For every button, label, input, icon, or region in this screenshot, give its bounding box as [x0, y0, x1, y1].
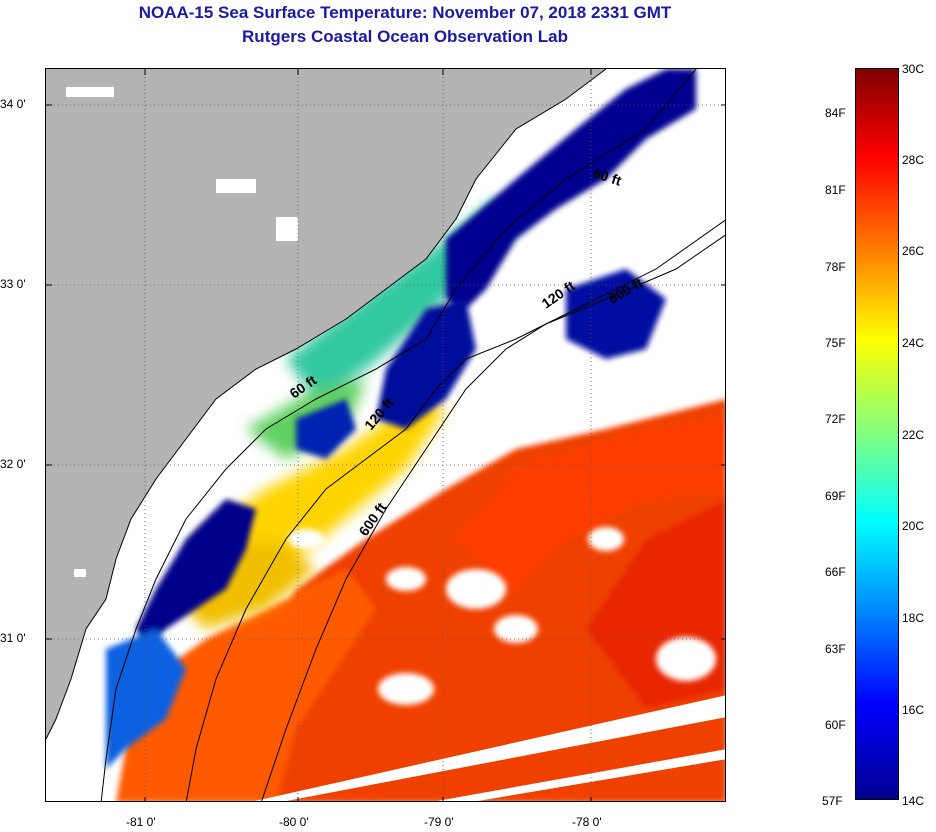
sst-map-canvas: 60 ft 120 ft 600 ft 60 ft 120 ft 600 ft [46, 69, 725, 801]
inland-water [66, 87, 298, 577]
colorbar-c-label: 14C [902, 794, 925, 808]
colorbar-f-label: 69F [825, 489, 846, 503]
colorbar-f-label: 63F [825, 642, 846, 656]
colorbar [855, 68, 899, 800]
colorbar-c-label: 22C [902, 428, 925, 442]
lon-label-78: -78 0' [572, 815, 602, 829]
lon-label-80: -80 0' [279, 815, 309, 829]
isobath-120ft [185, 219, 725, 801]
page-title: NOAA-15 Sea Surface Temperature: Novembe… [138, 3, 672, 22]
colorbar-f-label: 84F [825, 106, 846, 120]
cloud-patches [288, 527, 716, 705]
isobath-60ft [100, 69, 697, 801]
page-subtitle: Rutgers Coastal Ocean Observation Lab [242, 27, 568, 46]
lon-label-79: -79 0' [424, 815, 454, 829]
colorbar-c-label: 20C [902, 519, 925, 533]
colorbar-c-label: 16C [902, 703, 925, 717]
colorbar-c-label: 28C [902, 153, 925, 167]
cold-water-region [106, 69, 696, 769]
colorbar-f-label: 75F [825, 336, 846, 350]
colorbar-c-label: 26C [902, 244, 925, 258]
colorbar-c-label: 30C [902, 62, 925, 76]
colorbar-f-label: 72F [825, 412, 846, 426]
lon-label-81: -81 0' [126, 815, 156, 829]
land-mass [46, 69, 606, 739]
colorbar-f-label: 60F [825, 718, 846, 732]
swath-gap [254, 695, 725, 801]
colorbar-f-label: 81F [825, 183, 846, 197]
colorbar-f-label: 78F [825, 260, 846, 274]
colorbar-f-label: 57F [822, 794, 843, 808]
grid-lines [46, 69, 725, 801]
lat-label-34: 34 0' [0, 97, 26, 111]
tick-marks [46, 69, 725, 801]
lat-label-33: 33 0' [0, 277, 26, 291]
lat-label-32: 32 0' [0, 457, 26, 471]
sst-map: 60 ft 120 ft 600 ft 60 ft 120 ft 600 ft [45, 68, 726, 802]
colorbar-c-label: 24C [902, 336, 925, 350]
colorbar-f-label: 66F [825, 565, 846, 579]
lat-label-31: 31 0' [0, 631, 26, 645]
isobath-600ft [261, 234, 725, 801]
coastline [46, 69, 607, 740]
colorbar-c-label: 18C [902, 611, 925, 625]
